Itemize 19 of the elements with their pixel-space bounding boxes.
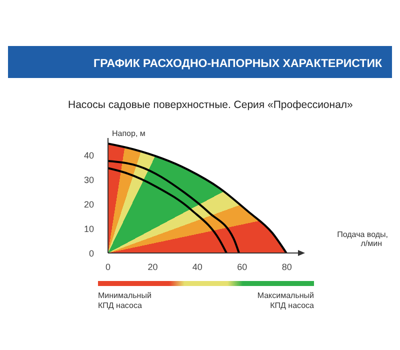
x-tick-label: 40 xyxy=(192,262,202,272)
chart-title: ГРАФИК РАСХОДНО-НАПОРНЫХ ХАРАКТЕРИСТИК xyxy=(94,58,383,70)
x-tick-label: 0 xyxy=(105,262,111,272)
x-tick-label: 60 xyxy=(237,262,248,272)
x-axis-title: Подача воды, л/мин xyxy=(337,230,388,248)
y-tick-label: 0 xyxy=(88,248,94,258)
y-tick-label: 40 xyxy=(84,150,94,161)
x-tick-label: 20 xyxy=(148,262,158,272)
x-tick-label: 80 xyxy=(282,262,292,272)
line-series xyxy=(107,167,228,254)
y-tick-label: 30 xyxy=(84,175,94,186)
y-axis-title: Напор, м xyxy=(112,129,146,138)
line-series xyxy=(107,160,240,254)
text: Минимальный КПД насоса xyxy=(98,291,152,310)
chart-subtitle: Насосы садовые поверхностные. Серия «Профессионал» xyxy=(68,99,354,111)
y-tick-label: 20 xyxy=(84,200,94,210)
line-series xyxy=(107,142,288,254)
y-tick-label: 10 xyxy=(84,224,94,234)
text: Максимальный КПД насоса xyxy=(257,291,315,310)
